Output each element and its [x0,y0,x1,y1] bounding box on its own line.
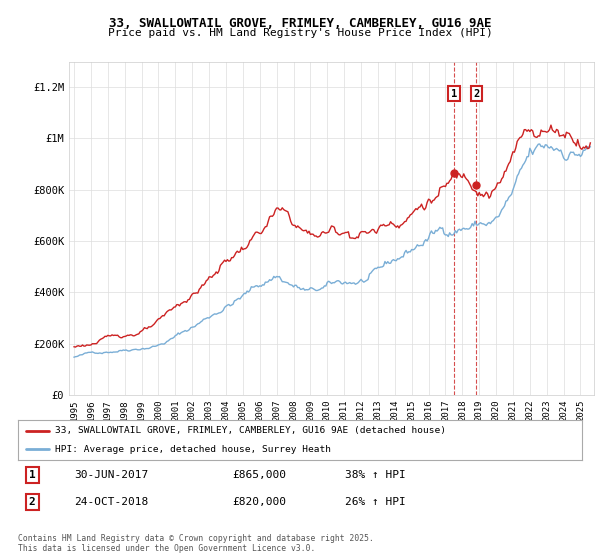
Text: HPI: Average price, detached house, Surrey Heath: HPI: Average price, detached house, Surr… [55,445,331,454]
Text: 33, SWALLOWTAIL GROVE, FRIMLEY, CAMBERLEY, GU16 9AE: 33, SWALLOWTAIL GROVE, FRIMLEY, CAMBERLE… [109,17,491,30]
Text: £820,000: £820,000 [232,497,286,507]
Text: 38% ↑ HPI: 38% ↑ HPI [345,470,406,480]
Text: £865,000: £865,000 [232,470,286,480]
Text: 1: 1 [451,88,457,99]
Text: Price paid vs. HM Land Registry's House Price Index (HPI): Price paid vs. HM Land Registry's House … [107,28,493,38]
Text: 30-JUN-2017: 30-JUN-2017 [74,470,149,480]
Text: Contains HM Land Registry data © Crown copyright and database right 2025.
This d: Contains HM Land Registry data © Crown c… [18,534,374,553]
Text: 2: 2 [29,497,35,507]
Text: 24-OCT-2018: 24-OCT-2018 [74,497,149,507]
Text: 33, SWALLOWTAIL GROVE, FRIMLEY, CAMBERLEY, GU16 9AE (detached house): 33, SWALLOWTAIL GROVE, FRIMLEY, CAMBERLE… [55,426,446,435]
Text: 1: 1 [29,470,35,480]
Text: 26% ↑ HPI: 26% ↑ HPI [345,497,406,507]
Text: 2: 2 [473,88,479,99]
